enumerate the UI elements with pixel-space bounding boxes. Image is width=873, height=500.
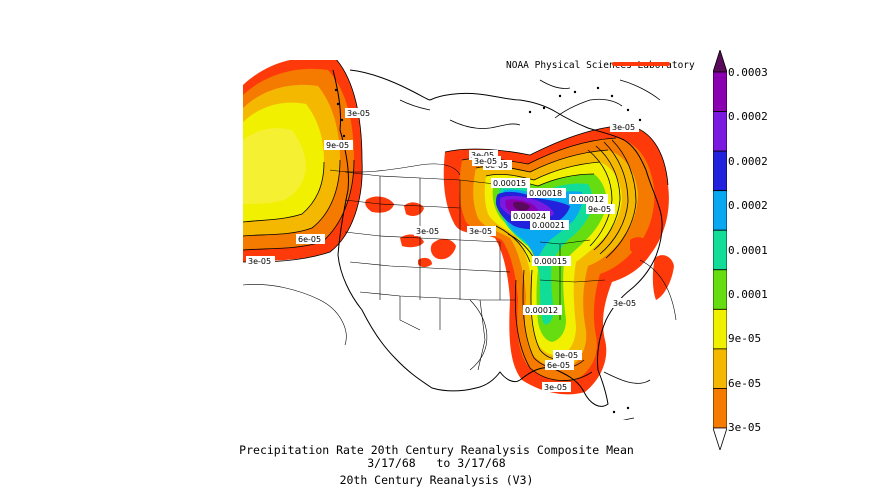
colorbar-band [713, 150, 727, 192]
contour-label: 3e-05 [474, 157, 497, 166]
caption-title: Precipitation Rate 20th Century Reanalys… [239, 443, 634, 457]
contour-label: 3e-05 [347, 109, 370, 118]
contour-label-bg [414, 226, 443, 236]
contour-label: 0.00015 [534, 257, 567, 266]
colorbar-band [713, 190, 727, 231]
contour-label: 0.00024 [513, 212, 546, 221]
colorbar-label: 6e-05 [728, 377, 762, 390]
colorbar-band [713, 348, 727, 389]
contour-label: 0.00012 [571, 195, 604, 204]
colorbar [713, 50, 727, 450]
colorbar-cap-top [713, 50, 727, 73]
contour-label: 3e-05 [612, 123, 635, 132]
contour-label: 3e-05 [469, 227, 492, 236]
contour-label-bg [611, 298, 640, 308]
precip-blob [400, 234, 424, 248]
contour-label-bg [527, 188, 566, 198]
precip-blob [404, 202, 424, 216]
contour-label-bg [545, 360, 574, 370]
contour-label: 3e-05 [613, 299, 636, 308]
colorbar-cap-bottom [713, 427, 727, 450]
credit-swatch [612, 62, 670, 66]
precip-blob [430, 238, 456, 260]
caption-date-range: 3/17/68 to 3/17/68 [367, 456, 506, 470]
colorbar-label: 0.0002 [728, 110, 768, 123]
contour-label-bg [569, 194, 608, 204]
contour-label-bg [553, 350, 582, 360]
contour-label-bg [491, 178, 530, 188]
contour-label-bg [610, 122, 639, 132]
colorbar-band [713, 308, 727, 350]
coastlines [332, 69, 663, 420]
colorbar-band [713, 229, 727, 271]
contour-label-bg [542, 382, 571, 392]
contour-label-bg [469, 150, 498, 160]
contour-label-bg [586, 204, 615, 214]
contour-label-bg [511, 211, 550, 221]
contour-label: 0.00015 [493, 179, 526, 188]
colorbar-label: 9e-05 [728, 332, 762, 345]
contour-label-bg [530, 220, 569, 230]
colorbar-label: 3e-05 [728, 421, 762, 434]
east-field-core [513, 201, 530, 211]
contour-label: 9e-05 [588, 205, 611, 214]
contour-label: 0.00021 [532, 221, 565, 230]
contour-label-bg [324, 140, 353, 150]
caption-dataset: 20th Century Reanalysis (V3) [339, 473, 534, 487]
contour-label-bg [296, 234, 325, 244]
contour-label: 3e-05 [416, 227, 439, 236]
credit-text: NOAA Physical Sciences Laboratory [506, 60, 695, 71]
contour-label: 3e-05 [544, 383, 567, 392]
colorbar-label: 0.0002 [728, 155, 768, 168]
coast-details [334, 86, 642, 414]
colorbar-band [713, 388, 727, 429]
precip-blob [418, 257, 432, 267]
precip-blob [365, 196, 394, 213]
colorbar-label: 0.0001 [728, 244, 768, 257]
contour-label-bg [523, 305, 562, 315]
contour-label: 6e-05 [547, 361, 570, 370]
colorbar-label: 0.0003 [728, 66, 768, 79]
colorbar-label: 0.0001 [728, 288, 768, 301]
contour-label: 0.00012 [525, 306, 558, 315]
contour-label-bg [467, 226, 496, 236]
colorbar-label: 0.0002 [728, 199, 768, 212]
contour-label: 0.00018 [529, 189, 562, 198]
colorbar-band [713, 111, 727, 152]
contour-label-bg [345, 108, 374, 118]
contour-label: 9e-05 [326, 141, 349, 150]
contour-labels: 3e-059e-056e-053e-053e-056e-050.000150.0… [246, 108, 640, 392]
precip-blob [630, 237, 648, 255]
contour-label: 3e-05 [471, 151, 494, 160]
contour-label: 3e-05 [248, 257, 271, 266]
contour-label: 6e-05 [298, 235, 321, 244]
contour-label: 9e-05 [555, 351, 578, 360]
precip-blob [652, 255, 674, 300]
contour-label-bg [472, 156, 501, 166]
contour-label-bg [532, 256, 571, 266]
contour-label-bg [246, 256, 275, 266]
colorbar-band [713, 269, 727, 310]
colorbar-band [713, 71, 727, 112]
pacific-field-yellow-inner [243, 128, 306, 204]
